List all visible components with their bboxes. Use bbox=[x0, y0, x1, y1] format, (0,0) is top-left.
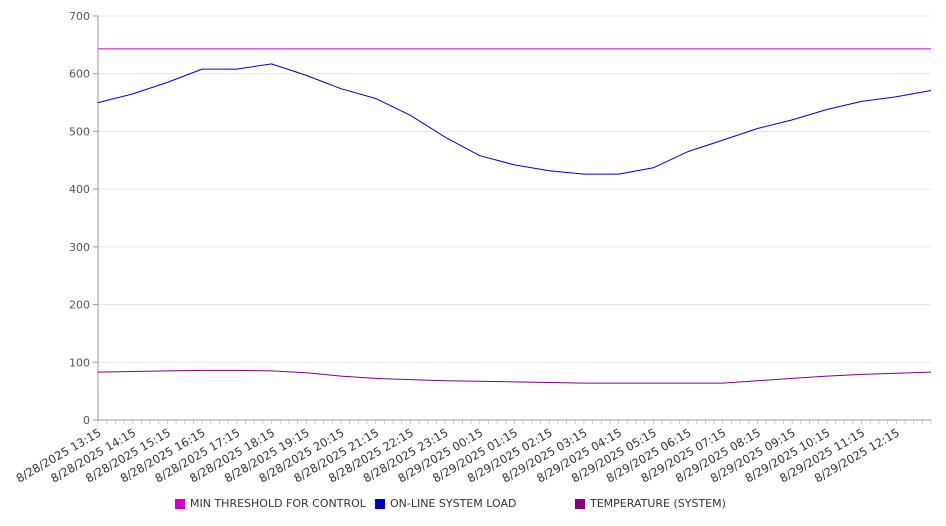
legend-item-temperature[interactable]: TEMPERATURE (SYSTEM) bbox=[575, 497, 726, 510]
y-tick-label: 600 bbox=[69, 68, 90, 81]
series-line-2 bbox=[97, 369, 932, 384]
legend-swatch-temperature bbox=[575, 498, 585, 509]
y-tick-label: 0 bbox=[83, 414, 90, 427]
legend-label-temperature: TEMPERATURE (SYSTEM) bbox=[590, 497, 726, 510]
y-tick-label: 200 bbox=[69, 299, 90, 312]
y-axis-ticks: 0 100 200 300 400 500 600 700 bbox=[69, 10, 98, 427]
x-axis-ticks: 8/28/2025 13:158/28/2025 14:158/28/2025 … bbox=[14, 420, 932, 485]
legend-swatch-system-load bbox=[375, 498, 385, 509]
series-line-1 bbox=[97, 63, 932, 175]
y-tick-label: 100 bbox=[69, 356, 90, 369]
y-tick-label: 300 bbox=[69, 241, 90, 254]
y-tick-label: 700 bbox=[69, 10, 90, 23]
y-tick-label: 400 bbox=[69, 183, 90, 196]
legend-item-min-threshold[interactable]: MIN THRESHOLD FOR CONTROL bbox=[175, 497, 366, 510]
legend-swatch-min-threshold bbox=[175, 498, 185, 509]
legend-label-system-load: ON-LINE SYSTEM LOAD bbox=[390, 497, 517, 510]
series-lines bbox=[97, 48, 932, 384]
y-tick-label: 500 bbox=[69, 125, 90, 138]
legend-label-min-threshold: MIN THRESHOLD FOR CONTROL bbox=[190, 497, 366, 510]
grid-lines bbox=[98, 15, 931, 363]
legend-item-system-load[interactable]: ON-LINE SYSTEM LOAD bbox=[375, 497, 516, 510]
axes bbox=[97, 16, 931, 421]
legend: MIN THRESHOLD FOR CONTROL ON-LINE SYSTEM… bbox=[0, 497, 946, 515]
